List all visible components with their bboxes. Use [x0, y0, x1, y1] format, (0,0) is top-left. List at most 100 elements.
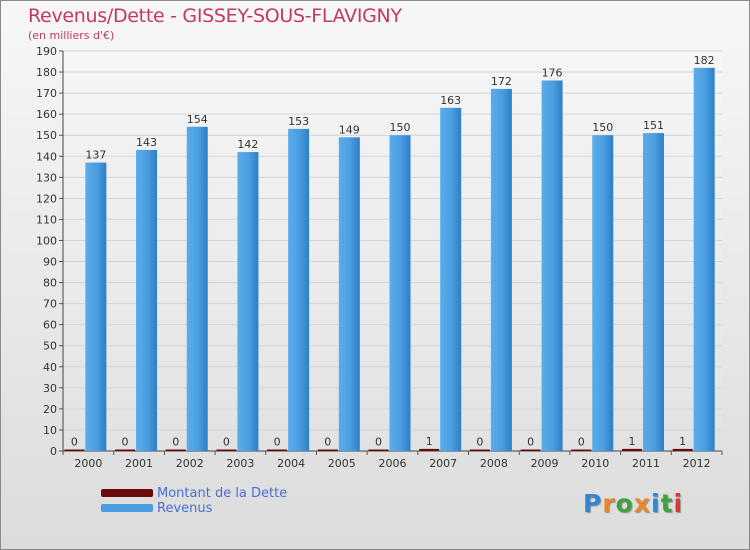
bar-dette [368, 449, 389, 451]
y-tick-label: 0 [50, 445, 57, 458]
logo-letter: r [602, 489, 616, 518]
value-label-dette: 0 [375, 436, 382, 449]
bar-revenus [237, 152, 259, 452]
value-label-dette: 0 [172, 436, 179, 449]
bar-revenus [389, 135, 411, 452]
x-tick-label: 2005 [328, 457, 356, 470]
y-tick-label: 50 [43, 340, 57, 353]
value-label-revenus: 150 [390, 121, 411, 134]
chart-subtitle: (en milliers d'€) [28, 29, 115, 42]
value-label-revenus: 172 [491, 75, 512, 88]
value-label-dette: 0 [223, 436, 230, 449]
bar-revenus [338, 137, 360, 451]
value-label-revenus: 137 [85, 149, 106, 162]
x-tick-label: 2007 [429, 457, 457, 470]
value-label-revenus: 143 [136, 136, 157, 149]
bar-revenus [592, 135, 614, 452]
bar-revenus [693, 67, 715, 451]
bar-revenus [440, 107, 462, 451]
logo-letter: i [651, 489, 661, 518]
value-label-dette: 0 [476, 436, 483, 449]
x-tick-label: 2006 [379, 457, 407, 470]
y-tick-label: 60 [43, 319, 57, 332]
x-tick-label: 2001 [125, 457, 153, 470]
x-tick-label: 2002 [176, 457, 204, 470]
bar-dette [216, 449, 237, 451]
value-label-dette: 1 [628, 435, 635, 448]
y-tick-label: 90 [43, 256, 57, 269]
x-tick-label: 2004 [277, 457, 305, 470]
bar-revenus [85, 162, 107, 451]
bar-dette [419, 448, 440, 451]
y-tick-label: 130 [36, 171, 57, 184]
value-label-revenus: 151 [643, 119, 664, 132]
logo-letter: P [583, 489, 603, 518]
y-tick-label: 70 [43, 298, 57, 311]
logo-letter: i [673, 489, 684, 518]
value-label-revenus: 149 [339, 123, 360, 136]
value-label-revenus: 176 [542, 66, 563, 79]
y-tick-label: 80 [43, 277, 57, 290]
bar-dette [64, 449, 85, 451]
proxiti-logo: Proxiti [583, 489, 683, 518]
x-tick-label: 2000 [74, 457, 102, 470]
value-label-dette: 0 [274, 436, 281, 449]
logo-letter: o [615, 489, 634, 518]
bar-dette [317, 449, 338, 451]
value-label-revenus: 163 [440, 94, 461, 107]
bar-revenus [541, 80, 563, 451]
logo-letter: t [660, 489, 674, 518]
y-tick-label: 120 [36, 192, 57, 205]
bar-revenus [490, 88, 512, 451]
bar-chart: 0102030405060708090100110120130140150160… [36, 45, 723, 470]
x-tick-label: 2003 [226, 457, 254, 470]
value-label-revenus: 182 [694, 54, 715, 67]
y-tick-label: 150 [36, 129, 57, 142]
y-tick-label: 40 [43, 361, 57, 374]
value-label-dette: 0 [578, 436, 585, 449]
y-tick-label: 10 [43, 424, 57, 437]
y-tick-label: 160 [36, 108, 57, 121]
y-tick-label: 30 [43, 382, 57, 395]
value-label-revenus: 153 [288, 115, 309, 128]
legend-label-dette: Montant de la Dette [157, 486, 288, 501]
legend-swatch-dette [101, 489, 153, 497]
legend-swatch-revenus [101, 504, 153, 512]
bar-revenus [288, 128, 310, 451]
y-tick-label: 170 [36, 87, 57, 100]
bar-revenus [186, 126, 208, 451]
y-tick-label: 110 [36, 213, 57, 226]
bar-dette [469, 449, 490, 451]
value-label-revenus: 150 [592, 121, 613, 134]
y-tick-label: 140 [36, 150, 57, 163]
x-tick-label: 2009 [531, 457, 559, 470]
bar-dette [621, 448, 642, 451]
y-tick-label: 20 [43, 403, 57, 416]
bar-revenus [136, 149, 158, 451]
y-tick-label: 190 [36, 45, 57, 58]
bar-dette [571, 449, 592, 451]
bar-revenus [642, 133, 664, 451]
legend-label-revenus: Revenus [157, 501, 213, 516]
value-label-dette: 1 [679, 435, 686, 448]
x-tick-label: 2010 [581, 457, 609, 470]
x-tick-label: 2011 [632, 457, 660, 470]
bar-dette [520, 449, 541, 451]
value-label-dette: 0 [122, 436, 129, 449]
logo-letter: x [633, 489, 651, 518]
x-tick-label: 2012 [683, 457, 711, 470]
bar-dette [165, 449, 186, 451]
chart-title: Revenus/Dette - GISSEY-SOUS-FLAVIGNY [28, 5, 402, 27]
value-label-dette: 0 [71, 436, 78, 449]
value-label-revenus: 142 [237, 138, 258, 151]
bar-dette [267, 449, 288, 451]
y-tick-label: 100 [36, 234, 57, 247]
x-tick-label: 2008 [480, 457, 508, 470]
value-label-dette: 0 [324, 436, 331, 449]
bar-dette [115, 449, 136, 451]
bar-dette [672, 448, 693, 451]
value-label-dette: 1 [426, 435, 433, 448]
value-label-revenus: 154 [187, 113, 208, 126]
value-label-dette: 0 [527, 436, 534, 449]
